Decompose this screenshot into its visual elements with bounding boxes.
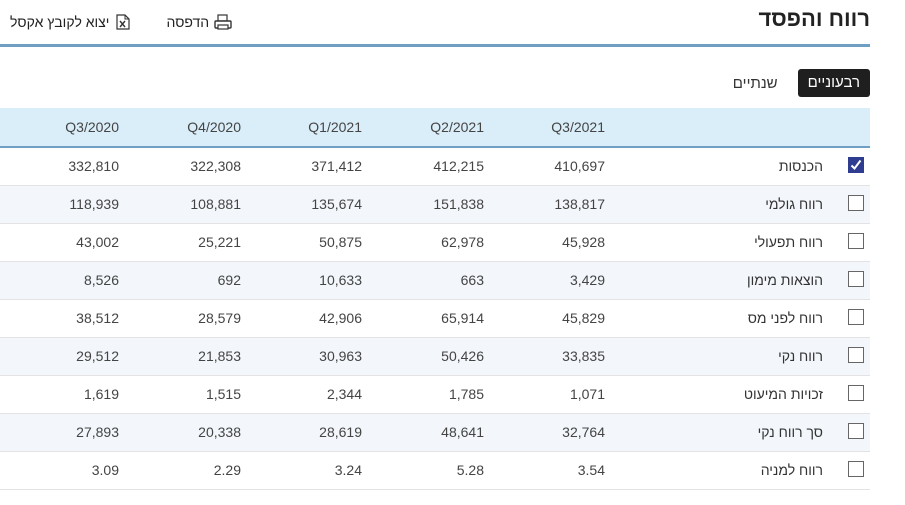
table-cell: 27,893 — [76, 424, 119, 440]
row-checkbox[interactable] — [848, 385, 864, 401]
table-cell: 45,829 — [562, 310, 605, 326]
row-label: רווח גולמי — [765, 196, 823, 212]
table-cell: 21,853 — [198, 348, 241, 364]
row-label: רווח תפעולי — [754, 234, 823, 250]
table-cell: 50,426 — [441, 348, 484, 364]
table-cell: 1,785 — [448, 386, 484, 402]
row-checkbox[interactable] — [848, 195, 864, 211]
excel-icon — [114, 13, 132, 31]
export-excel-button[interactable]: יצוא לקובץ אקסל — [10, 13, 132, 31]
table-cell: 50,875 — [319, 234, 362, 250]
table-cell: 45,928 — [562, 234, 605, 250]
table-cell: 332,810 — [68, 158, 119, 174]
table-cell: 48,641 — [441, 424, 484, 440]
table-cell: 10,633 — [319, 272, 362, 288]
table-row: הוצאות מימון 3,429 663 10,633 692 8,526 — [0, 262, 870, 300]
table-cell: 42,906 — [319, 310, 362, 326]
table-cell: 135,674 — [311, 196, 362, 212]
pnl-table: Q3/2021 Q2/2021 Q1/2021 Q4/2020 Q3/2020 … — [0, 108, 870, 490]
row-checkbox[interactable] — [848, 347, 864, 363]
table-row: סך רווח נקי 32,764 48,641 28,619 20,338 27,89… — [0, 414, 870, 452]
column-header[interactable]: Q3/2021 — [551, 119, 605, 135]
table-cell: 663 — [460, 272, 484, 288]
table-cell: 1,071 — [569, 386, 605, 402]
table-cell: 28,579 — [198, 310, 241, 326]
table-cell: 138,817 — [554, 196, 605, 212]
table-row: רווח גולמי 138,817 151,838 135,674 108,881 11… — [0, 186, 870, 224]
table-row: רווח נקי 33,835 50,426 30,963 21,853 29,512 — [0, 338, 870, 376]
table-cell: 28,619 — [319, 424, 362, 440]
row-checkbox[interactable] — [848, 233, 864, 249]
row-label: רווח לפני מס — [747, 310, 823, 326]
table-cell: 1,619 — [83, 386, 119, 402]
table-row: הכנסות 410,697 412,215 371,412 322,308 332,81… — [0, 148, 870, 186]
page-title: רווח והפסד — [758, 6, 870, 31]
table-cell: 108,881 — [190, 196, 241, 212]
export-excel-label: יצוא לקובץ אקסל — [10, 14, 110, 30]
table-header: Q3/2021 Q2/2021 Q1/2021 Q4/2020 Q3/2020 — [0, 108, 870, 148]
annual-tab[interactable]: שנתיים — [732, 74, 778, 92]
table-cell: 33,835 — [562, 348, 605, 364]
quarterly-tab[interactable]: רבעוניים — [797, 69, 870, 97]
table-cell: 2,344 — [326, 386, 362, 402]
table-cell: 322,308 — [190, 158, 241, 174]
table-body: הכנסות 410,697 412,215 371,412 322,308 332,81… — [0, 148, 870, 490]
row-label: רווח נקי — [778, 348, 823, 364]
row-checkbox[interactable] — [848, 423, 864, 439]
table-cell: 118,939 — [69, 196, 119, 212]
table-cell: 29,512 — [76, 348, 119, 364]
table-row: זכויות המיעוט 1,071 1,785 2,344 1,515 1,619 — [0, 376, 870, 414]
table-cell: 43,002 — [76, 234, 119, 250]
table-row: רווח לפני מס 45,829 65,914 42,906 28,579 38,5… — [0, 300, 870, 338]
table-cell: 62,978 — [441, 234, 484, 250]
table-cell: 410,697 — [554, 158, 605, 174]
row-checkbox[interactable] — [848, 461, 864, 477]
printer-icon — [214, 13, 232, 31]
column-header[interactable]: Q1/2021 — [308, 119, 362, 135]
row-label: הוצאות מימון — [747, 272, 823, 288]
column-header[interactable]: Q4/2020 — [187, 119, 241, 135]
table-cell: 371,412 — [311, 158, 362, 174]
print-button[interactable]: הדפסה — [166, 13, 232, 31]
toolbar: יצוא לקובץ אקסל הדפסה — [10, 13, 232, 31]
page-header: רווח והפסד יצוא לקובץ אקסל הדפסה — [0, 0, 870, 47]
table-cell: 30,963 — [319, 348, 362, 364]
table-cell: 3.24 — [334, 462, 362, 478]
row-label: זכויות המיעוט — [743, 386, 823, 402]
table-cell: 20,338 — [198, 424, 241, 440]
row-label: הכנסות — [778, 158, 823, 174]
table-cell: 412,215 — [433, 158, 484, 174]
table-cell: 65,914 — [441, 310, 484, 326]
table-row: רווח למניה 3.54 5.28 3.24 2.29 3.09 — [0, 452, 870, 490]
row-label: רווח למניה — [760, 462, 823, 478]
row-checkbox[interactable] — [848, 309, 864, 325]
column-header[interactable]: Q2/2021 — [430, 119, 484, 135]
row-label: סך רווח נקי — [757, 424, 823, 440]
period-toggle: שנתיים רבעוניים — [733, 69, 870, 97]
print-label: הדפסה — [166, 14, 210, 30]
table-cell: 3.09 — [91, 462, 119, 478]
table-cell: 2.29 — [213, 462, 241, 478]
table-row: רווח תפעולי 45,928 62,978 50,875 25,221 43,00… — [0, 224, 870, 262]
table-cell: 151,838 — [433, 196, 484, 212]
row-checkbox[interactable] — [848, 271, 864, 287]
table-cell: 692 — [217, 272, 241, 288]
table-cell: 1,515 — [205, 386, 241, 402]
table-cell: 3,429 — [569, 272, 605, 288]
row-checkbox[interactable] — [848, 157, 864, 173]
column-header[interactable]: Q3/2020 — [65, 119, 119, 135]
table-cell: 32,764 — [562, 424, 605, 440]
table-cell: 5.28 — [456, 462, 484, 478]
table-cell: 38,512 — [76, 310, 119, 326]
table-cell: 8,526 — [83, 272, 119, 288]
table-cell: 3.54 — [577, 462, 605, 478]
table-cell: 25,221 — [198, 234, 241, 250]
